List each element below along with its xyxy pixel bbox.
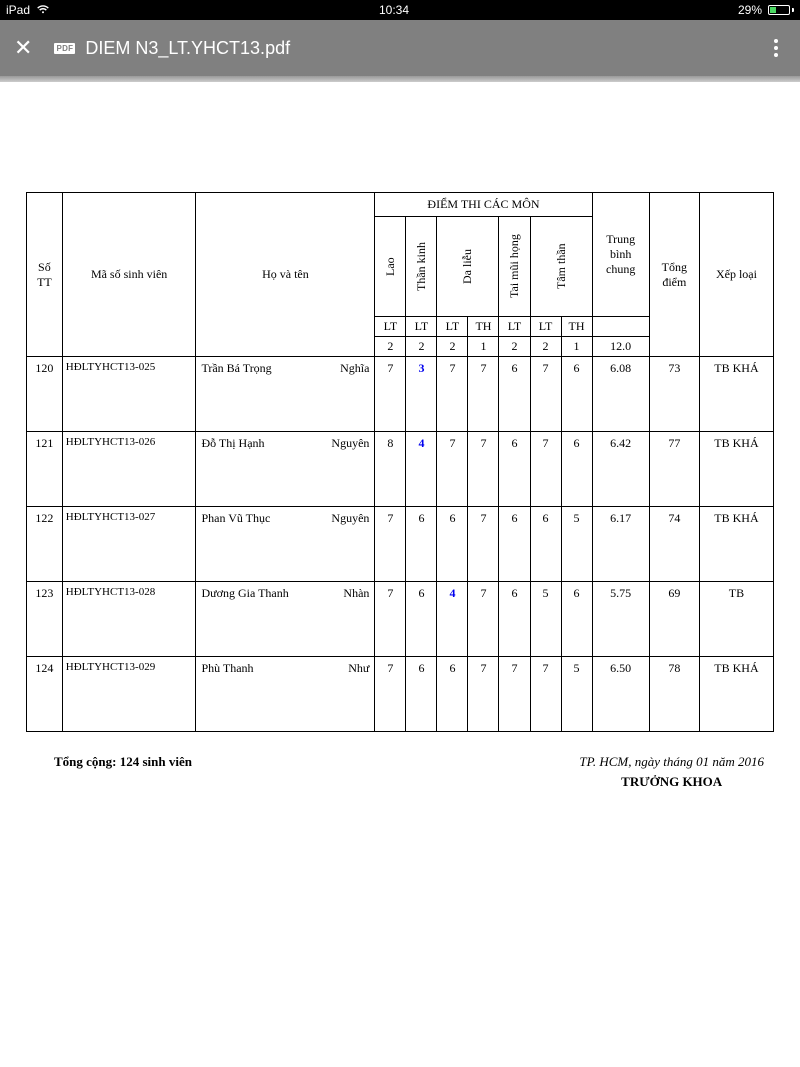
th-lt-3: LT: [437, 317, 468, 337]
status-bar: iPad 10:34 29%: [0, 0, 800, 20]
wifi-icon: [36, 3, 50, 17]
th-xl: Xếp loại: [699, 193, 773, 357]
status-right: 29%: [738, 3, 794, 17]
th-ma-so: Mã số sinh viên: [62, 193, 196, 357]
document-page: Số TT Mã số sinh viên Họ và tên ĐIỂM THI…: [0, 82, 800, 830]
overflow-menu-icon[interactable]: [766, 31, 786, 65]
pdf-badge: PDF: [54, 43, 75, 54]
table-row: 124HĐLTYHCT13-029Phù ThanhNhư76677756.50…: [27, 657, 774, 732]
status-left: iPad: [6, 3, 50, 17]
th-lao: Lao: [375, 217, 406, 317]
th-than-kinh: Thần kinh: [406, 217, 437, 317]
th-group: ĐIỂM THI CÁC MÔN: [375, 193, 592, 217]
th-tbc-sub: [592, 317, 649, 337]
close-icon[interactable]: ✕: [14, 37, 32, 59]
table-header: Số TT Mã số sinh viên Họ và tên ĐIỂM THI…: [27, 193, 774, 357]
table-row: 123HĐLTYHCT13-028Dương Gia ThanhNhàn7647…: [27, 582, 774, 657]
device-label: iPad: [6, 3, 30, 17]
grades-table: Số TT Mã số sinh viên Họ và tên ĐIỂM THI…: [26, 192, 774, 732]
table-row: 122HĐLTYHCT13-027Phan Vũ ThụcNguyên76676…: [27, 507, 774, 582]
th-tong: Tổng điểm: [649, 193, 699, 357]
th-lt-4: LT: [499, 317, 530, 337]
th-tai-mui-hong: Tai mũi họng: [499, 217, 530, 317]
app-bar: ✕ PDF DIEM N3_LT.YHCT13.pdf: [0, 20, 800, 76]
th-lt-5: LT: [530, 317, 561, 337]
th-ho-ten: Họ và tên: [196, 193, 375, 357]
th-lt-2: LT: [406, 317, 437, 337]
footer-right: TP. HCM, ngày tháng 01 năm 2016 TRƯỞNG K…: [579, 754, 764, 790]
th-th-2: TH: [561, 317, 592, 337]
th-tbc: Trung bình chung: [592, 193, 649, 317]
status-time: 10:34: [379, 3, 409, 17]
th-tam-than: Tâm thần: [530, 217, 592, 317]
th-stt: Số TT: [27, 193, 63, 357]
page-footer: Tổng cộng: 124 sinh viên TP. HCM, ngày t…: [26, 754, 774, 790]
th-lt-1: LT: [375, 317, 406, 337]
document-title: DIEM N3_LT.YHCT13.pdf: [85, 38, 766, 59]
th-th-1: TH: [468, 317, 499, 337]
battery-icon: [768, 5, 794, 15]
table-row: 120HĐLTYHCT13-025Trần Bá TrọngNghĩa73776…: [27, 357, 774, 432]
battery-pct: 29%: [738, 3, 762, 17]
table-row: 121HĐLTYHCT13-026Đỗ Thị HạnhNguyên847767…: [27, 432, 774, 507]
dept-head: TRƯỞNG KHOA: [579, 774, 764, 790]
th-da-lieu: Da liễu: [437, 217, 499, 317]
table-body: 120HĐLTYHCT13-025Trần Bá TrọngNghĩa73776…: [27, 357, 774, 732]
place-date: TP. HCM, ngày tháng 01 năm 2016: [579, 754, 764, 770]
total-students: Tổng cộng: 124 sinh viên: [54, 754, 192, 790]
